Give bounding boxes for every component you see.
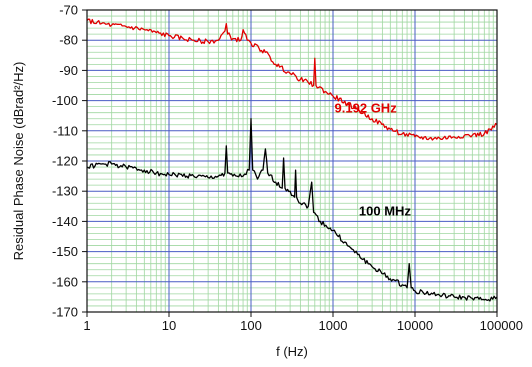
series-label: 9.192 GHz (335, 101, 398, 116)
x-tick-labels: 1 10 100 1000 10000 100000 (83, 318, 523, 333)
y-tick-labels: -70 -80 -90 -100 -110 -120 -130 -140 -150 -160 -17… (52, 3, 78, 320)
x-tick-label: 1000 (319, 318, 348, 333)
x-axis-label: f (Hz) (276, 344, 308, 359)
y-tick-label: -70 (59, 3, 78, 18)
x-tick-label: 100 (240, 318, 262, 333)
y-tick-label: -90 (59, 63, 78, 78)
x-tick-label: 1 (83, 318, 90, 333)
series-line (86, 18, 498, 141)
y-axis-label: Residual Phase Noise (dBrad²/Hz) (11, 62, 26, 261)
y-tick-label: -160 (52, 274, 78, 289)
series-labels: 9.192 GHz 100 MHz (335, 101, 412, 219)
y-tick-label: -140 (52, 214, 78, 229)
x-tick-label: 10 (162, 318, 176, 333)
y-tick-label: -100 (52, 93, 78, 108)
series-layer (86, 18, 498, 302)
tick-marks (82, 9, 498, 317)
series-line (86, 118, 498, 302)
series-label: 100 MHz (359, 203, 412, 218)
y-tick-label: -130 (52, 184, 78, 199)
y-tick-label: -110 (53, 123, 78, 138)
y-tick-label: -170 (52, 305, 78, 320)
y-tick-label: -120 (52, 154, 78, 169)
x-tick-label: 100000 (480, 318, 523, 333)
x-tick-label: 10000 (397, 318, 433, 333)
y-tick-label: -80 (59, 33, 78, 48)
y-tick-label: -150 (52, 244, 78, 259)
